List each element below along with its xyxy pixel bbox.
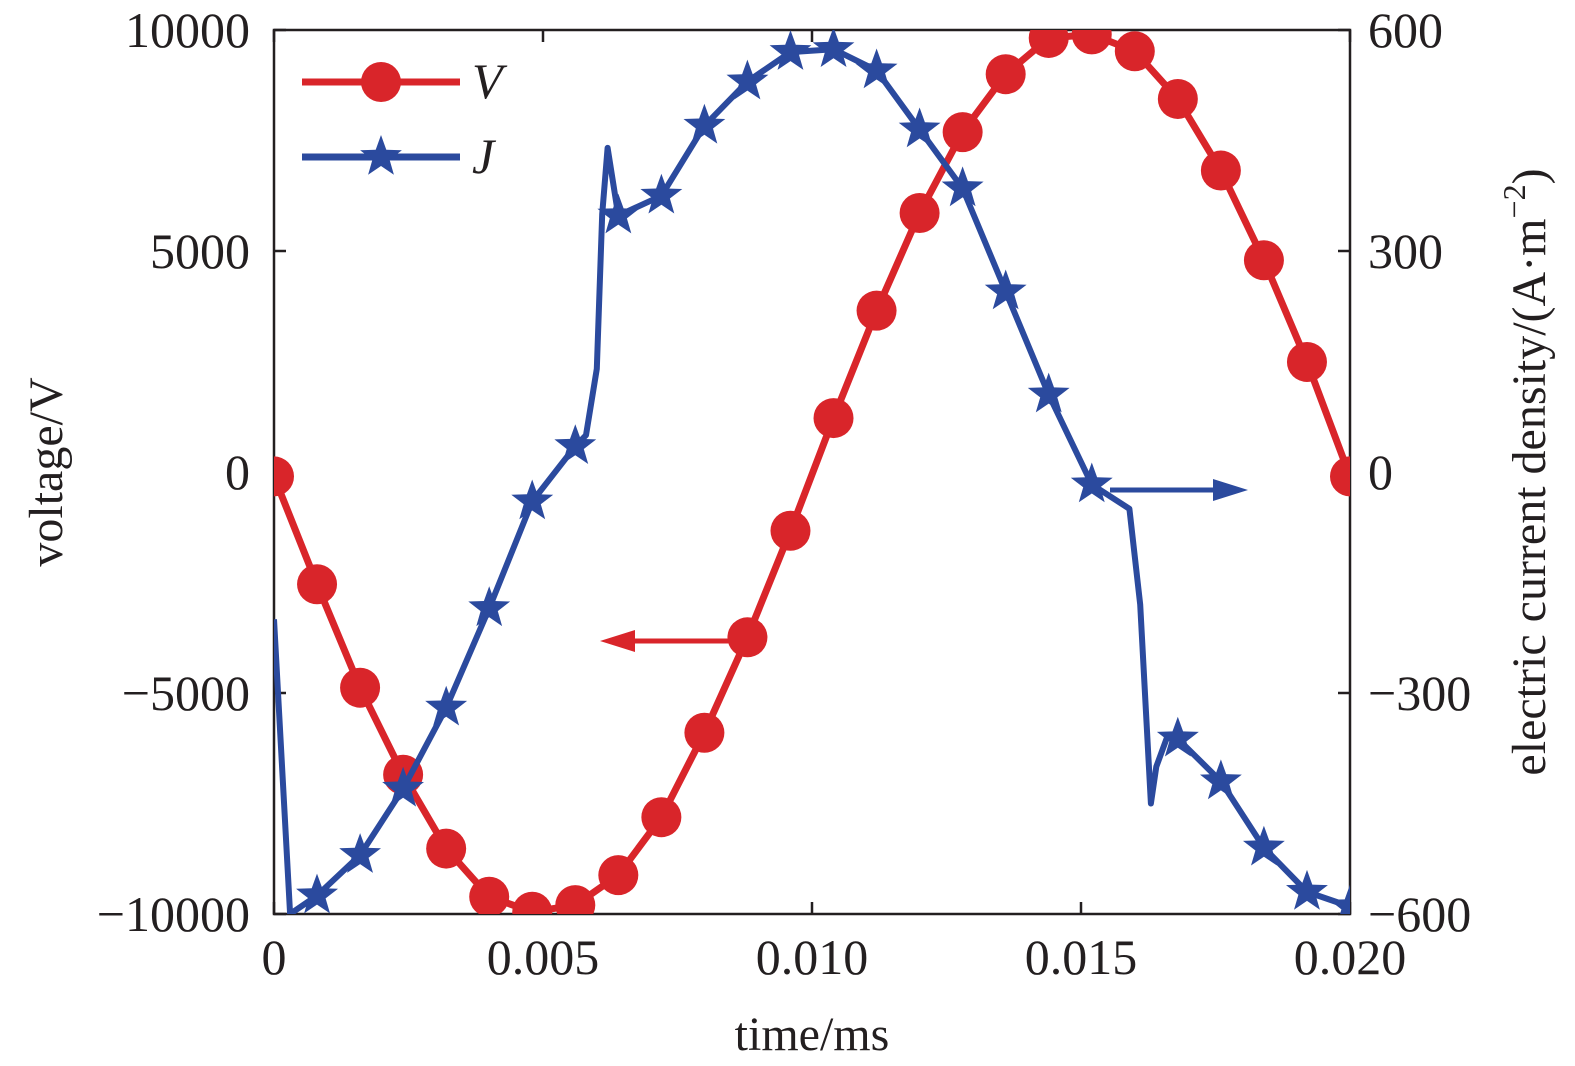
- series-v-point: [1157, 78, 1198, 119]
- series-v-point: [426, 828, 467, 869]
- legend-marker-circle: [361, 62, 401, 102]
- legend-entry-v: V: [302, 53, 508, 109]
- series-v-point: [1071, 30, 1112, 55]
- y-axis-label-right: electric current density/(A·m−2): [1496, 168, 1556, 775]
- series-j-point: [597, 193, 640, 234]
- y-axis-label-left: voltage/V: [20, 377, 73, 567]
- series-v-point: [1330, 456, 1350, 497]
- series-j-point: [554, 424, 597, 464]
- series-v-point: [340, 667, 381, 708]
- y-tick-label-right: −300: [1368, 665, 1471, 721]
- x-tick-label: 0.005: [487, 929, 600, 985]
- series-v-point: [1200, 150, 1241, 191]
- series-j-point: [726, 59, 769, 100]
- legend-label-j: J: [472, 128, 497, 184]
- series-v-point: [1286, 341, 1327, 382]
- series-v: [274, 30, 1350, 914]
- series-v-point: [555, 885, 596, 914]
- y-tick-label-right: 600: [1368, 2, 1443, 58]
- series-j-point: [511, 479, 554, 520]
- series-j-point: [1156, 716, 1199, 757]
- series-v-line: [274, 30, 1350, 914]
- x-tick-label: 0.020: [1294, 929, 1407, 985]
- legend-marker-star: [360, 135, 402, 175]
- series-j-point: [296, 873, 338, 914]
- y-tick-label-left: −5000: [122, 665, 250, 721]
- series-j-point: [769, 30, 812, 70]
- y-tick-label-left: 5000: [150, 223, 250, 279]
- series-j-point: [1243, 825, 1285, 866]
- series-j-point: [1286, 869, 1328, 910]
- series-j-point: [640, 173, 683, 214]
- series-v-point: [770, 510, 811, 551]
- y-tick-label-right: −600: [1368, 886, 1471, 942]
- series-j-point: [683, 103, 726, 144]
- series-v-point: [856, 290, 897, 331]
- y-tick-label-right: 300: [1368, 223, 1443, 279]
- y-axis-label-right-superscript: −2: [1496, 184, 1532, 218]
- arrow-right-axis-indicator: [1110, 479, 1248, 501]
- series-v-point: [297, 564, 338, 605]
- series-v-point: [512, 891, 553, 914]
- y-tick-label-left: −10000: [97, 886, 250, 942]
- series-v-point: [985, 54, 1026, 95]
- series-j: [274, 30, 1350, 914]
- x-axis-label: time/ms: [735, 1008, 890, 1061]
- legend-label-v: V: [472, 53, 508, 109]
- series-v-point: [727, 617, 768, 658]
- x-tick-label: 0.010: [756, 929, 869, 985]
- arrow-left-axis-indicator: [600, 630, 742, 652]
- series-j-point: [382, 766, 424, 807]
- series-j-point: [941, 166, 984, 207]
- series-j-point: [855, 48, 898, 89]
- series-v-point: [1028, 30, 1069, 58]
- y-axis-label-right-close: ): [1503, 168, 1556, 184]
- y-axis-label-right-main: electric current density/(A·m: [1503, 218, 1556, 775]
- axis-tick-labels: 0 0.005 0.010 0.015 0.020 −10000 −5000 0 5000 100…: [97, 2, 1471, 985]
- series-j-point: [898, 107, 941, 148]
- series-v-point: [469, 876, 510, 914]
- series-j-point: [1200, 759, 1242, 800]
- y-tick-label-right: 0: [1368, 444, 1393, 500]
- series-j-point: [1329, 884, 1350, 914]
- series-v-point: [274, 456, 294, 497]
- series-v-point: [598, 855, 639, 896]
- legend: V J: [302, 53, 508, 184]
- series-j-point: [1070, 462, 1113, 503]
- series-j-point: [812, 30, 855, 67]
- series-v-point: [942, 112, 983, 153]
- series-j-point: [1027, 372, 1070, 413]
- series-j-point: [984, 269, 1027, 310]
- series-j-point: [339, 833, 381, 873]
- series-v-point: [1114, 31, 1155, 72]
- x-tick-label: 0: [262, 929, 287, 985]
- series-j-point: [468, 586, 511, 627]
- series-j-point: [425, 685, 468, 726]
- series-v-point: [684, 712, 725, 753]
- legend-entry-j: J: [302, 128, 497, 184]
- x-tick-label: 0.015: [1025, 929, 1138, 985]
- series-v-point: [641, 797, 682, 838]
- series-v-point: [813, 398, 854, 439]
- y-tick-label-left: 0: [225, 444, 250, 500]
- series-v-point: [899, 192, 940, 233]
- series-v-point: [1243, 240, 1284, 281]
- y-tick-label-left: 10000: [125, 2, 250, 58]
